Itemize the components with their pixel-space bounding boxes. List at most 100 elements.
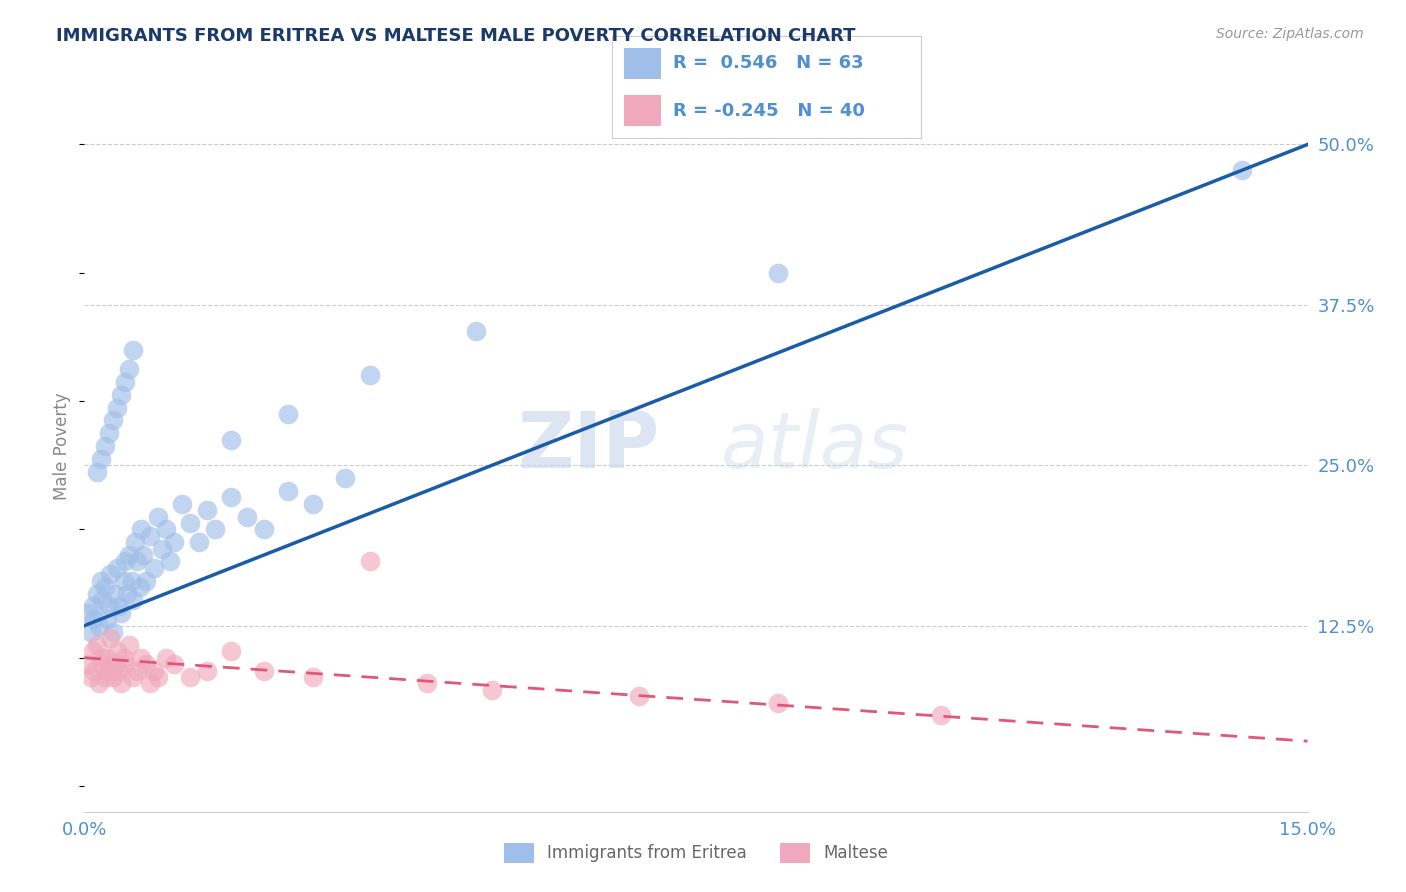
- Point: [87, 618, 110, 632]
- Point: [77, 606, 100, 620]
- Point: [359, 368, 381, 383]
- Point: [481, 682, 503, 697]
- Point: [82, 599, 104, 614]
- Point: [101, 670, 124, 684]
- Point: [114, 375, 136, 389]
- Point: [766, 266, 789, 280]
- Point: [86, 638, 108, 652]
- Point: [86, 465, 108, 479]
- Point: [112, 574, 135, 588]
- Point: [131, 523, 153, 537]
- Point: [277, 483, 299, 498]
- Point: [107, 599, 129, 614]
- Point: [105, 561, 128, 575]
- Point: [90, 451, 112, 466]
- Point: [114, 554, 136, 568]
- Point: [132, 548, 155, 562]
- Text: atlas: atlas: [720, 408, 908, 484]
- Point: [96, 612, 118, 626]
- Point: [86, 586, 108, 600]
- Point: [122, 343, 145, 357]
- Text: R = -0.245   N = 40: R = -0.245 N = 40: [673, 102, 865, 120]
- FancyBboxPatch shape: [624, 95, 661, 126]
- Point: [236, 509, 259, 524]
- Point: [124, 535, 146, 549]
- FancyBboxPatch shape: [624, 48, 661, 78]
- Point: [118, 638, 141, 652]
- Point: [97, 426, 120, 441]
- Point: [100, 567, 122, 582]
- Point: [104, 657, 127, 672]
- Point: [97, 599, 120, 614]
- Point: [100, 632, 122, 646]
- Point: [179, 670, 201, 684]
- Point: [90, 650, 112, 665]
- Point: [219, 433, 242, 447]
- Point: [114, 657, 136, 672]
- Point: [195, 664, 218, 678]
- Point: [83, 664, 105, 678]
- Point: [929, 708, 952, 723]
- Point: [155, 523, 177, 537]
- Text: IMMIGRANTS FROM ERITREA VS MALTESE MALE POVERTY CORRELATION CHART: IMMIGRANTS FROM ERITREA VS MALTESE MALE …: [56, 27, 856, 45]
- Point: [146, 509, 169, 524]
- Point: [163, 535, 186, 549]
- Point: [131, 650, 153, 665]
- Point: [155, 650, 177, 665]
- Point: [77, 657, 100, 672]
- Text: R =  0.546   N = 63: R = 0.546 N = 63: [673, 54, 865, 72]
- Point: [127, 664, 149, 678]
- Y-axis label: Male Poverty: Male Poverty: [53, 392, 72, 500]
- Point: [110, 606, 132, 620]
- Point: [277, 407, 299, 421]
- Point: [93, 670, 117, 684]
- Point: [135, 574, 157, 588]
- Point: [301, 670, 323, 684]
- Point: [101, 413, 124, 427]
- Point: [138, 676, 160, 690]
- Point: [110, 387, 132, 401]
- Point: [96, 650, 118, 665]
- Point: [219, 644, 242, 658]
- Legend: Immigrants from Eritrea, Maltese: Immigrants from Eritrea, Maltese: [496, 837, 896, 869]
- Point: [104, 586, 127, 600]
- Point: [122, 670, 145, 684]
- Point: [142, 664, 165, 678]
- Point: [90, 574, 112, 588]
- Point: [93, 580, 117, 594]
- Point: [179, 516, 201, 530]
- Point: [187, 535, 209, 549]
- Point: [163, 657, 186, 672]
- Point: [115, 586, 138, 600]
- Point: [142, 561, 165, 575]
- Point: [195, 503, 218, 517]
- Point: [82, 644, 104, 658]
- Point: [122, 593, 145, 607]
- Text: ZIP: ZIP: [517, 408, 659, 484]
- Point: [83, 612, 105, 626]
- Point: [253, 664, 276, 678]
- Point: [87, 676, 110, 690]
- Point: [101, 625, 124, 640]
- Point: [1232, 163, 1254, 178]
- Point: [118, 548, 141, 562]
- Point: [107, 664, 129, 678]
- Point: [359, 554, 381, 568]
- Point: [159, 554, 181, 568]
- Point: [121, 574, 143, 588]
- Text: Source: ZipAtlas.com: Source: ZipAtlas.com: [1216, 27, 1364, 41]
- Point: [138, 529, 160, 543]
- Point: [105, 401, 128, 415]
- Point: [80, 670, 103, 684]
- Point: [112, 650, 135, 665]
- Point: [127, 554, 149, 568]
- Point: [105, 644, 128, 658]
- Point: [80, 625, 103, 640]
- Point: [150, 541, 173, 556]
- Point: [335, 471, 357, 485]
- Point: [464, 324, 486, 338]
- Point: [128, 580, 150, 594]
- Point: [172, 497, 194, 511]
- Point: [416, 676, 439, 690]
- Point: [91, 657, 114, 672]
